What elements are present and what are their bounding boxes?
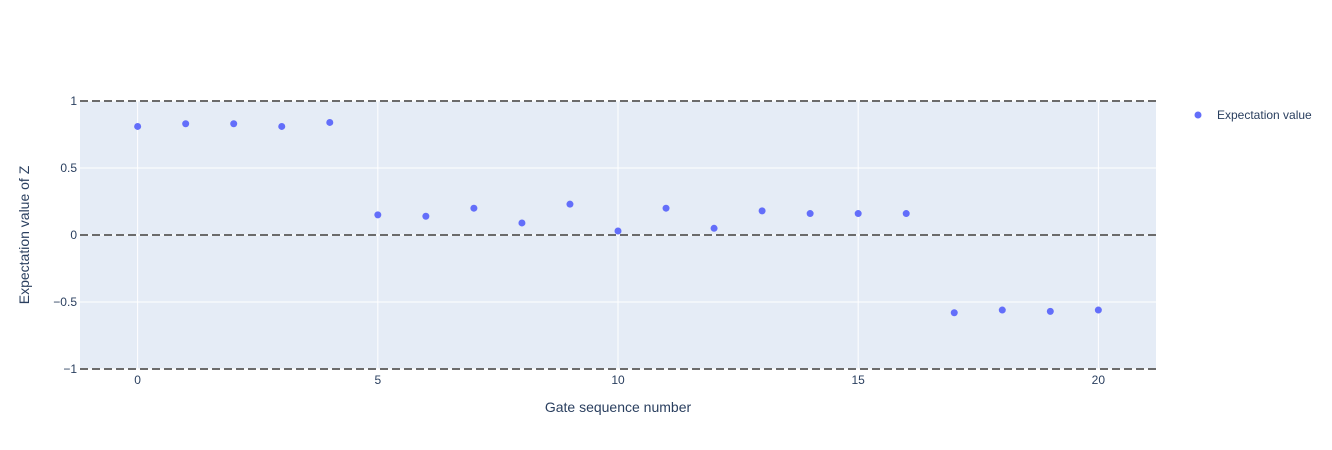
legend-marker xyxy=(1194,111,1202,119)
data-point[interactable] xyxy=(710,224,718,232)
data-points[interactable] xyxy=(134,118,1102,317)
data-point[interactable] xyxy=(902,210,910,218)
data-point[interactable] xyxy=(470,204,478,212)
x-tick-label: 15 xyxy=(851,373,865,387)
y-tick-label: −0.5 xyxy=(53,295,77,309)
y-tick-label: 0 xyxy=(70,228,77,242)
y-tick-label: 0.5 xyxy=(60,161,77,175)
data-point[interactable] xyxy=(758,207,766,215)
data-point[interactable] xyxy=(614,227,622,235)
data-point[interactable] xyxy=(518,219,526,227)
data-point[interactable] xyxy=(1046,307,1054,315)
data-point[interactable] xyxy=(950,309,958,317)
y-tick-label: 1 xyxy=(70,94,77,108)
legend-label: Expectation value xyxy=(1217,108,1312,122)
data-point[interactable] xyxy=(230,120,238,128)
x-tick-label: 20 xyxy=(1092,373,1106,387)
legend[interactable]: Expectation value xyxy=(1194,108,1313,122)
y-tick-label: −1 xyxy=(63,362,77,376)
x-axis-title: Gate sequence number xyxy=(545,399,692,415)
x-axis-ticks: 0 5 10 15 20 xyxy=(134,373,1105,387)
data-point[interactable] xyxy=(134,122,142,130)
data-point[interactable] xyxy=(998,306,1006,314)
data-point[interactable] xyxy=(662,204,670,212)
x-tick-label: 5 xyxy=(374,373,381,387)
x-tick-label: 10 xyxy=(611,373,625,387)
data-point[interactable] xyxy=(806,210,814,218)
data-point[interactable] xyxy=(374,211,382,219)
data-point[interactable] xyxy=(422,212,430,220)
y-axis-ticks: −1 −0.5 0 0.5 1 xyxy=(53,94,77,376)
y-axis-title: Expectation value of Z xyxy=(16,165,32,304)
data-point[interactable] xyxy=(278,122,286,130)
x-tick-label: 0 xyxy=(134,373,141,387)
data-point[interactable] xyxy=(854,210,862,218)
data-point[interactable] xyxy=(182,120,190,128)
grid-lines xyxy=(80,100,1156,370)
data-point[interactable] xyxy=(566,200,574,208)
data-point[interactable] xyxy=(1094,306,1102,314)
data-point[interactable] xyxy=(326,118,334,126)
